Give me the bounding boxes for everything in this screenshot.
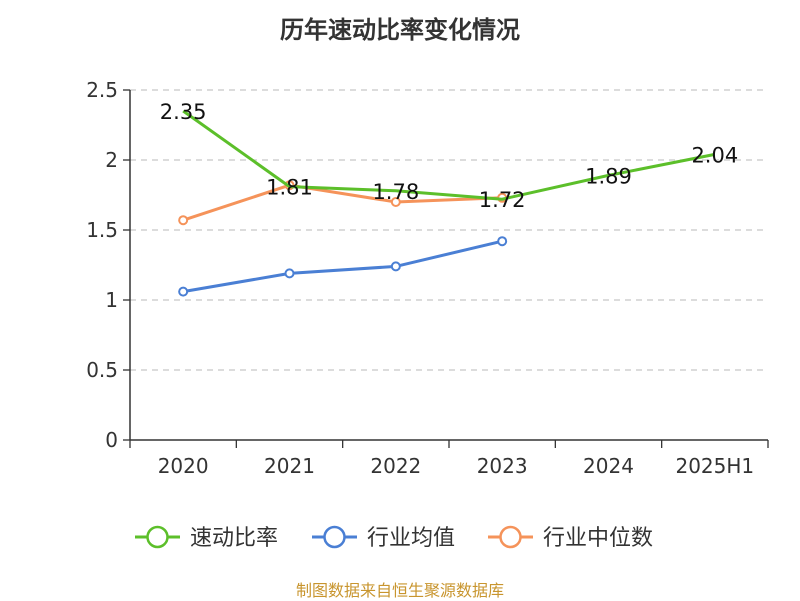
data-label: 1.72: [479, 188, 526, 212]
data-point: [390, 261, 401, 272]
grid-lines: [130, 89, 768, 371]
y-tick-label: 1.5: [86, 218, 118, 242]
legend: 速动比率 行业均值 行业中位数: [135, 525, 653, 551]
data-label: 2.04: [691, 143, 738, 167]
legend-marker: [323, 525, 346, 549]
axes: 0 0.5 1 1.5 2 2.5 2020 2021 2022 2023 2024 2025H1: [86, 78, 769, 478]
data-point: [497, 236, 508, 247]
legend-label: 行业中位数: [543, 526, 653, 551]
y-tick-label: 2.5: [86, 78, 118, 102]
legend-label: 速动比率: [190, 526, 278, 551]
data-point: [284, 268, 295, 279]
data-label: 1.89: [585, 164, 632, 188]
legend-label: 行业均值: [367, 526, 455, 551]
y-tick-label: 1: [105, 288, 118, 312]
chart-title: 历年速动比率变化情况: [280, 16, 520, 44]
legend-marker: [499, 525, 522, 549]
x-tick-label: 2023: [477, 454, 528, 478]
x-tick-label: 2025H1: [675, 454, 754, 478]
x-tick-label: 2022: [370, 454, 421, 478]
source-note: 制图数据来自恒生聚源数据库: [295, 581, 504, 600]
data-point: [390, 197, 401, 207]
y-tick-label: 2: [105, 148, 118, 172]
data-label: 1.81: [266, 176, 313, 200]
data-label: 2.35: [160, 100, 207, 124]
series-line: [182, 109, 716, 201]
legend-marker: [146, 525, 169, 549]
x-tick-label: 2024: [583, 454, 634, 478]
x-tick-label: 2020: [158, 454, 209, 478]
series-line: [182, 239, 503, 294]
data-point: [178, 286, 189, 297]
series-line: [182, 183, 503, 222]
y-tick-label: 0: [105, 428, 118, 452]
data-point: [178, 215, 189, 226]
y-tick-label: 0.5: [86, 358, 118, 382]
x-tick-label: 2021: [264, 454, 315, 478]
data-labels: 2.35 1.81 1.78 1.72 1.89 2.04: [160, 100, 738, 212]
data-label: 1.78: [372, 180, 419, 204]
series-lines: [178, 109, 716, 297]
